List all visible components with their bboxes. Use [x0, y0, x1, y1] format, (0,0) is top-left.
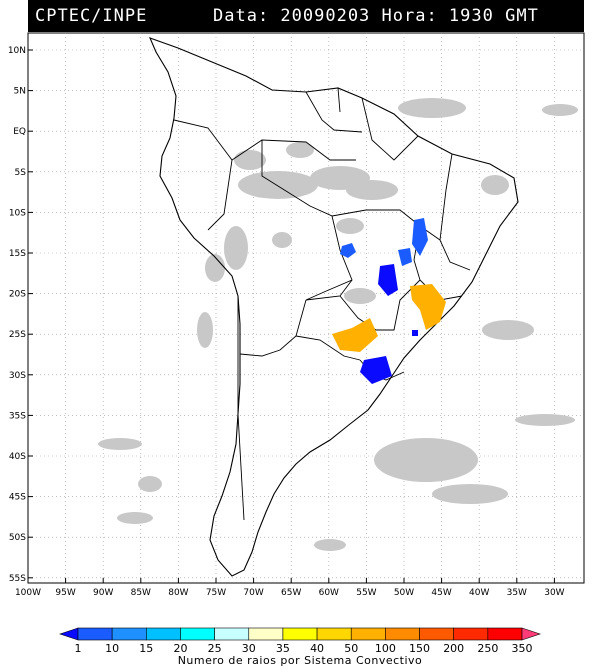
lon-label: 40W	[469, 588, 489, 598]
lon-label: 30W	[544, 588, 564, 598]
colorbar-label: 1	[75, 642, 82, 655]
lon-label: 75W	[206, 588, 226, 598]
lon-label: 65W	[281, 588, 301, 598]
colorbar-swatch	[111, 627, 147, 641]
colorbar-label: 150	[409, 642, 430, 655]
lat-label: 45S	[9, 493, 26, 503]
colorbar-swatch	[77, 627, 113, 641]
colorbar-label: 30	[242, 642, 256, 655]
lat-label: 5N	[14, 87, 26, 97]
lat-label: 40S	[9, 452, 26, 462]
lon-label: 70W	[243, 588, 263, 598]
lat-label: 35S	[9, 411, 26, 421]
lat-label: 10S	[9, 208, 26, 218]
colorbar-swatch	[248, 627, 284, 641]
lon-label: 45W	[431, 588, 451, 598]
colorbar-label: 40	[310, 642, 324, 655]
lon-label: 85W	[131, 588, 151, 598]
colorbar-label: 50	[344, 642, 358, 655]
lat-label: 5S	[15, 168, 27, 178]
colorbar-swatch	[385, 627, 420, 641]
system-orange-2	[332, 318, 378, 352]
datetime-label: Data: 20090203 Hora: 1930 GMT	[213, 6, 539, 26]
system-blue-4	[360, 356, 392, 384]
colorbar-swatch	[214, 627, 250, 641]
system-blue-1	[340, 243, 356, 258]
lat-label: 20S	[9, 290, 26, 300]
map-frame	[27, 32, 585, 584]
source-label: CPTEC/INPE	[35, 6, 148, 26]
colorbar-swatch	[282, 627, 318, 641]
graticule	[27, 33, 584, 583]
lon-label: 90W	[93, 588, 113, 598]
lat-label: 10N	[8, 46, 26, 56]
convective-systems	[332, 218, 446, 384]
lon-label: 95W	[55, 588, 75, 598]
lat-label: 15S	[9, 249, 26, 259]
colorbar-swatch	[419, 627, 454, 641]
colorbar-label: 350	[512, 642, 533, 655]
colorbar-swatch	[350, 627, 386, 641]
cloud-cover	[98, 98, 578, 551]
lat-label: 25S	[9, 330, 26, 340]
colorbar-swatch	[453, 627, 489, 641]
lon-label: 35W	[507, 588, 527, 598]
colorbar-title: Numero de raios por Sistema Convectivo	[177, 654, 423, 667]
colorbar-label: 100	[375, 642, 396, 655]
colorbar	[59, 627, 541, 641]
lat-label: 30S	[9, 371, 26, 381]
system-blue-6	[412, 330, 418, 336]
colorbar-label: 20	[173, 642, 187, 655]
colorbar-label: 250	[477, 642, 498, 655]
lon-label: 80W	[168, 588, 188, 598]
colorbar-swatch	[146, 627, 181, 641]
colorbar-label: 25	[208, 642, 222, 655]
system-blue-3	[378, 264, 398, 296]
title-bar: CPTEC/INPE Data: 20090203 Hora: 1930 GMT	[28, 0, 584, 32]
colorbar-label: 35	[276, 642, 290, 655]
south-america-coastline	[148, 37, 519, 577]
lon-label: 60W	[319, 588, 339, 598]
system-blue-5	[398, 248, 412, 266]
colorbar-labels: 1 10 15 20 25 30 35 40 50 100 150 200 250 350	[75, 642, 533, 655]
colorbar-swatch	[180, 627, 215, 641]
country-borders	[173, 87, 471, 521]
lat-label: 55S	[9, 574, 26, 584]
colorbar-label: 200	[443, 642, 464, 655]
lat-label: EQ	[13, 127, 26, 137]
system-orange-1	[410, 284, 446, 330]
longitude-labels: 100W 95W 90W 85W 80W 75W 70W 65W 60W 55W 50W 45W 40W…	[15, 588, 565, 598]
lon-label: 100W	[15, 588, 41, 598]
system-blue-2	[412, 218, 428, 256]
colorbar-label: 10	[105, 642, 119, 655]
lon-label: 55W	[356, 588, 376, 598]
colorbar-swatch	[316, 627, 352, 641]
latitude-labels: 10N 5N EQ 5S 10S 15S 20S 25S 30S 35S 40S 45S 50S 55S	[8, 46, 26, 584]
colorbar-arrow-left	[59, 627, 79, 641]
colorbar-arrow-right	[521, 627, 541, 641]
colorbar-swatch	[487, 627, 523, 641]
lat-label: 50S	[9, 533, 26, 543]
colorbar-label: 15	[139, 642, 153, 655]
lon-label: 50W	[394, 588, 414, 598]
